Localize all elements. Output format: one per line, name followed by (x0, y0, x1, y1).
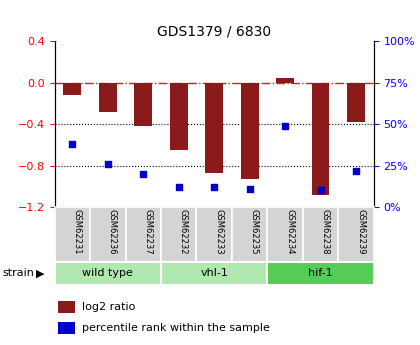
Text: GSM62233: GSM62233 (214, 209, 223, 254)
Text: GSM62238: GSM62238 (320, 209, 330, 254)
Bar (197, 207, 232, 262)
Bar (339, 207, 374, 262)
Bar (63, 83, 81, 95)
Bar (347, 83, 365, 122)
Point (69, 141, 76, 147)
Bar (232, 207, 268, 262)
Point (282, 123, 289, 129)
Text: GSM62239: GSM62239 (356, 209, 365, 254)
Bar (55, 262, 161, 285)
Text: strain: strain (2, 268, 34, 278)
Bar (58, 322, 75, 334)
Bar (58, 301, 75, 313)
Bar (90, 207, 126, 262)
Bar (303, 207, 339, 262)
Point (246, 186, 253, 191)
Point (317, 188, 324, 193)
Text: GSM62234: GSM62234 (285, 209, 294, 254)
Bar (241, 83, 259, 179)
Text: wild type: wild type (82, 268, 133, 278)
Bar (55, 207, 90, 262)
Bar (134, 83, 152, 126)
Bar (276, 78, 294, 83)
Text: hif-1: hif-1 (308, 268, 333, 278)
Bar (268, 207, 303, 262)
Point (176, 184, 182, 190)
Bar (126, 207, 161, 262)
Text: GSM62231: GSM62231 (72, 209, 81, 254)
Text: percentile rank within the sample: percentile rank within the sample (82, 323, 270, 333)
Point (211, 184, 218, 190)
Text: vhl-1: vhl-1 (200, 268, 228, 278)
Text: GSM62237: GSM62237 (143, 209, 152, 254)
Bar (99, 83, 117, 112)
Text: GSM62232: GSM62232 (179, 209, 188, 254)
Point (105, 161, 111, 167)
Bar (205, 83, 223, 173)
Text: ▶: ▶ (36, 268, 44, 278)
Title: GDS1379 / 6830: GDS1379 / 6830 (157, 25, 271, 39)
Bar (161, 207, 197, 262)
Bar (170, 83, 188, 150)
Text: log2 ratio: log2 ratio (82, 302, 135, 312)
Bar (312, 83, 329, 195)
Text: GSM62236: GSM62236 (108, 209, 117, 254)
Point (140, 171, 147, 177)
Point (353, 168, 360, 173)
Bar (268, 262, 374, 285)
Bar (161, 262, 268, 285)
Text: GSM62235: GSM62235 (249, 209, 259, 254)
